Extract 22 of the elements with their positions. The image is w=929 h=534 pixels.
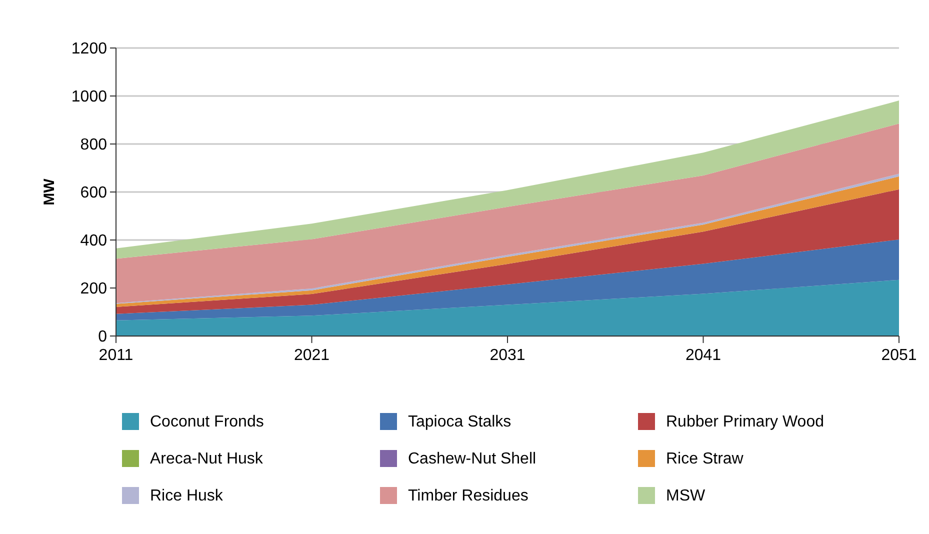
x-tick-label: 2031: [490, 347, 526, 364]
x-tick-label: 2041: [685, 347, 722, 364]
y-tick-label: 0: [98, 328, 108, 346]
legend-label: Tapioca Stalks: [408, 414, 512, 431]
legend-label: Coconut Fronds: [150, 414, 264, 431]
x-tick-label: 2011: [98, 347, 134, 364]
x-tick-label: 2051: [881, 347, 917, 364]
y-tick-label: 800: [80, 136, 108, 154]
legend-label: Areca-Nut Husk: [150, 450, 264, 468]
y-tick-label: 600: [80, 184, 108, 202]
legend-label: Timber Residues: [408, 488, 528, 505]
legend-label: MSW: [666, 488, 706, 505]
legend-label: Rice Husk: [150, 488, 224, 505]
legend-label: Rice Straw: [666, 450, 744, 468]
legend-label: Rubber Primary Wood: [666, 414, 824, 431]
y-tick-label: 200: [80, 280, 108, 298]
x-tick-label: 2021: [294, 347, 330, 364]
legend-label: Cashew-Nut Shell: [408, 450, 536, 468]
y-axis-title: MW: [41, 178, 58, 206]
y-tick-label: 400: [80, 232, 108, 250]
y-tick-label: 1200: [71, 40, 108, 58]
y-tick-label: 1000: [71, 88, 108, 106]
